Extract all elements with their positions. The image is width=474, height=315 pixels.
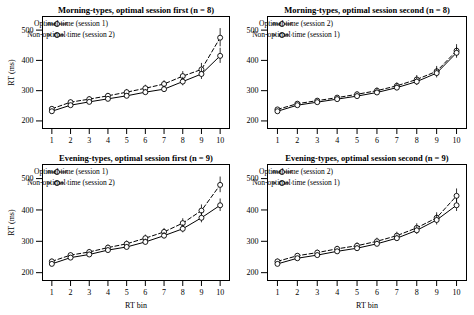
svg-text:RT bin: RT bin	[125, 301, 147, 310]
svg-text:5: 5	[355, 288, 359, 297]
svg-text:9: 9	[199, 136, 203, 145]
svg-text:4: 4	[106, 288, 110, 297]
svg-text:7: 7	[162, 288, 166, 297]
svg-text:5: 5	[125, 136, 129, 145]
svg-text:400: 400	[247, 206, 259, 215]
svg-text:300: 300	[247, 237, 259, 246]
svg-text:6: 6	[375, 136, 379, 145]
svg-text:4: 4	[106, 136, 110, 145]
svg-text:7: 7	[162, 136, 166, 145]
svg-text:200: 200	[247, 268, 259, 277]
svg-text:Optimal time (session 2): Optimal time (session 2)	[259, 19, 333, 28]
svg-text:9: 9	[199, 288, 203, 297]
svg-text:6: 6	[375, 288, 379, 297]
svg-text:300: 300	[247, 86, 259, 95]
svg-text:Morning-types, optimal session: Morning-types, optimal session first (n …	[58, 5, 214, 15]
svg-text:2: 2	[69, 136, 73, 145]
svg-text:10: 10	[453, 288, 461, 297]
svg-text:200: 200	[22, 116, 34, 125]
svg-text:Non-optimal time (session 2): Non-optimal time (session 2)	[27, 178, 115, 187]
svg-text:9: 9	[435, 136, 439, 145]
svg-text:5: 5	[125, 288, 129, 297]
svg-text:4: 4	[335, 136, 339, 145]
svg-text:Non-optimal time (session 2): Non-optimal time (session 2)	[27, 30, 115, 39]
svg-text:200: 200	[22, 268, 34, 277]
svg-text:400: 400	[247, 56, 259, 65]
svg-text:6: 6	[143, 288, 147, 297]
svg-text:2: 2	[295, 288, 299, 297]
svg-text:1: 1	[275, 288, 279, 297]
svg-text:Morning-types, optimal session: Morning-types, optimal session second (n…	[284, 5, 450, 15]
svg-text:Evening-types, optimal session: Evening-types, optimal session first (n …	[59, 153, 213, 163]
svg-text:400: 400	[22, 56, 34, 65]
svg-text:200: 200	[247, 116, 259, 125]
svg-text:10: 10	[216, 288, 224, 297]
svg-text:Optimal time (session 2): Optimal time (session 2)	[259, 167, 333, 176]
svg-text:Evening-types, optimal session: Evening-types, optimal session second (n…	[285, 153, 448, 163]
svg-text:4: 4	[335, 288, 339, 297]
svg-text:10: 10	[453, 136, 461, 145]
svg-text:8: 8	[181, 288, 185, 297]
svg-text:1: 1	[50, 288, 54, 297]
svg-text:2: 2	[69, 288, 73, 297]
svg-text:400: 400	[22, 206, 34, 215]
svg-text:8: 8	[181, 136, 185, 145]
svg-text:3: 3	[87, 136, 91, 145]
svg-text:10: 10	[216, 136, 224, 145]
svg-text:6: 6	[143, 136, 147, 145]
svg-text:2: 2	[295, 136, 299, 145]
svg-text:RT (ms): RT (ms)	[7, 59, 16, 86]
svg-text:Non-optimal time (session 1): Non-optimal time (session 1)	[252, 178, 340, 187]
svg-text:3: 3	[315, 136, 319, 145]
svg-text:RT bin: RT bin	[356, 301, 378, 310]
svg-text:Optimal time (session 1): Optimal time (session 1)	[34, 167, 108, 176]
svg-text:RT (ms): RT (ms)	[7, 209, 16, 236]
svg-text:8: 8	[415, 288, 419, 297]
svg-text:7: 7	[395, 136, 399, 145]
svg-text:300: 300	[22, 86, 34, 95]
svg-text:9: 9	[435, 288, 439, 297]
svg-text:7: 7	[395, 288, 399, 297]
svg-text:1: 1	[275, 136, 279, 145]
svg-text:3: 3	[87, 288, 91, 297]
svg-text:5: 5	[355, 136, 359, 145]
svg-text:1: 1	[50, 136, 54, 145]
svg-text:3: 3	[315, 288, 319, 297]
svg-text:Non-optimal time (session 1): Non-optimal time (session 1)	[252, 30, 340, 39]
svg-text:300: 300	[22, 237, 34, 246]
svg-text:Optimal time (session 1): Optimal time (session 1)	[34, 19, 108, 28]
svg-text:8: 8	[415, 136, 419, 145]
